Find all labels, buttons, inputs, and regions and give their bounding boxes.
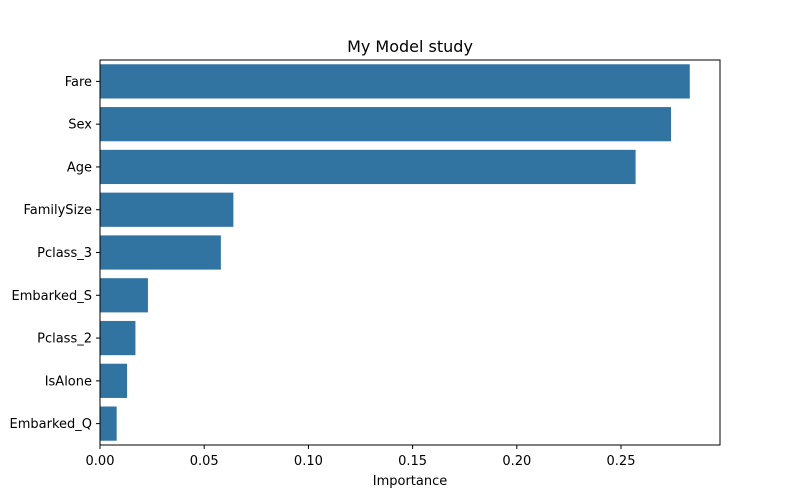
bar-embarked-q: [100, 406, 117, 441]
chart-title: My Model study: [347, 37, 473, 56]
bar-fare: [100, 64, 690, 99]
y-tick-label: Sex: [68, 118, 92, 133]
bar-isalone: [100, 363, 128, 398]
y-axis-ticks: Fare Sex Age FamilySize Pclass_3 Embarked_S Pc…: [10, 75, 100, 432]
bars-group: [100, 64, 690, 441]
x-tick-label: 0.20: [502, 454, 531, 469]
bar-familysize: [100, 192, 234, 227]
bar-age: [100, 149, 636, 185]
x-axis-ticks: 0.00 0.05 0.10 0.15 0.20 0.25: [86, 445, 636, 469]
x-tick-label: 0.10: [294, 454, 323, 469]
y-tick-label: Embarked_S: [11, 289, 92, 304]
bar-embarked-s: [100, 278, 148, 313]
x-tick-label: 0.00: [86, 454, 115, 469]
x-tick-label: 0.05: [190, 454, 219, 469]
y-tick-label: Age: [67, 160, 92, 175]
bar-pclass-3: [100, 235, 221, 270]
x-tick-label: 0.15: [398, 454, 427, 469]
x-axis-label: Importance: [373, 474, 448, 489]
x-tick-label: 0.25: [607, 454, 636, 469]
plot-frame: [99, 59, 721, 446]
y-tick-label: Pclass_3: [37, 246, 92, 261]
y-tick-label: IsAlone: [45, 374, 92, 389]
bar-pclass-2: [100, 320, 136, 356]
y-tick-label: FamilySize: [23, 203, 92, 218]
y-tick-label: Fare: [65, 75, 92, 90]
bar-sex: [100, 107, 672, 142]
y-tick-label: Embarked_Q: [10, 417, 93, 432]
y-tick-label: Pclass_2: [37, 332, 92, 347]
